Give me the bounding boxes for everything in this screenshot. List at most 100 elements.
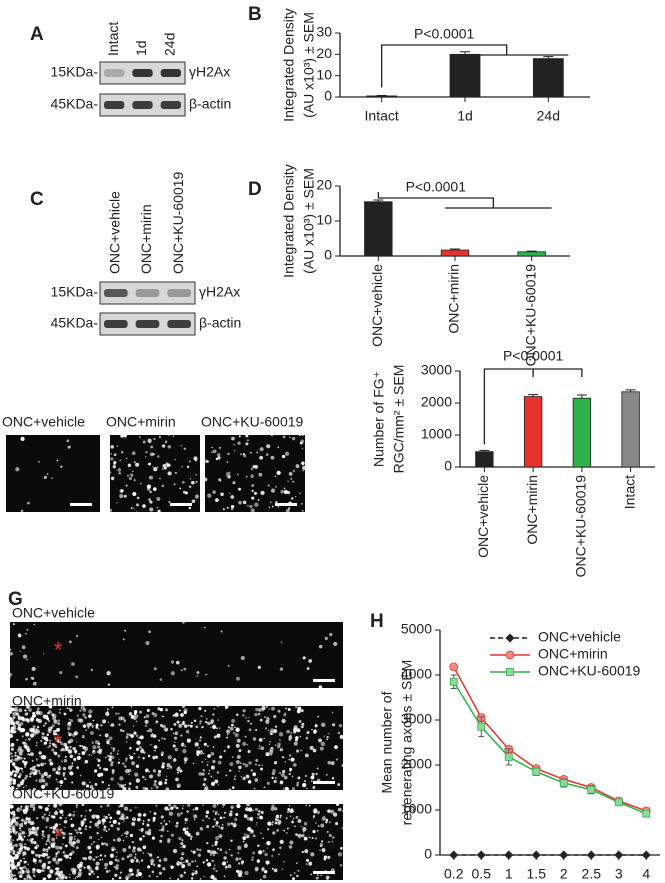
speckle: [89, 731, 94, 736]
speckle: [50, 844, 55, 849]
speckle: [271, 771, 276, 776]
speckle: [252, 809, 255, 812]
speckle: [79, 744, 82, 747]
speckle: [196, 671, 200, 674]
speckle: [42, 732, 45, 736]
speckle: [107, 710, 109, 713]
speckle: [207, 761, 209, 763]
speckle: [110, 824, 114, 828]
speckle: [164, 727, 169, 732]
speckle: [317, 825, 320, 827]
speckle: [109, 724, 111, 726]
speckle: [148, 770, 151, 773]
speckle: [91, 725, 94, 728]
speckle: [141, 876, 143, 878]
speckle: [62, 774, 65, 777]
speckle: [274, 817, 279, 822]
speckle: [202, 861, 205, 864]
speckle: [160, 815, 164, 819]
speckle: [295, 833, 298, 836]
speckle: [177, 785, 180, 788]
speckle: [144, 724, 148, 727]
speckle: [41, 815, 45, 819]
speckle: [77, 755, 81, 760]
size-marker: 45KDa-: [51, 315, 99, 331]
speckle: [331, 840, 334, 843]
y-tick-label: 3000: [421, 362, 452, 378]
speckle: [282, 769, 286, 774]
speckle: [86, 722, 91, 728]
speckle: [163, 737, 166, 741]
speckle: [177, 878, 180, 881]
speckle: [21, 867, 24, 870]
speckle: [34, 765, 36, 768]
speckle: [212, 713, 215, 716]
speckle: [69, 718, 71, 721]
speckle: [89, 835, 93, 840]
speckle: [98, 819, 101, 822]
speckle: [109, 816, 113, 820]
speckle: [245, 716, 247, 719]
speckle: [332, 723, 336, 727]
speckle: [105, 870, 109, 873]
speckle: [226, 461, 229, 463]
speckle: [139, 829, 141, 831]
speckle: [297, 819, 302, 823]
speckle: [136, 747, 139, 750]
speckle: [43, 835, 46, 838]
speckle: [245, 434, 249, 438]
speckle: [10, 856, 15, 861]
speckle: [247, 719, 250, 723]
speckle: [325, 818, 329, 822]
speckle: [21, 770, 24, 773]
speckle: [149, 811, 151, 813]
speckle: [165, 822, 168, 826]
speckle: [271, 776, 274, 779]
speckle: [271, 821, 274, 824]
error-bar: [625, 389, 636, 392]
speckle: [15, 712, 20, 716]
crush-site: *: [54, 638, 63, 663]
speckle: [163, 820, 166, 822]
speckle: [117, 782, 120, 785]
speckle: [325, 821, 328, 824]
speckle: [21, 870, 25, 873]
speckle: [227, 864, 232, 869]
speckle: [30, 821, 35, 825]
speckle: [105, 830, 108, 833]
speckle: [272, 831, 276, 835]
speckle: [186, 827, 189, 830]
speckle: [33, 875, 36, 877]
speckle: [129, 746, 132, 750]
speckle: [82, 745, 86, 750]
speckle: [143, 716, 146, 719]
speckle: [291, 787, 296, 791]
speckle: [211, 844, 214, 847]
speckle: [296, 874, 299, 878]
speckle: [290, 757, 295, 762]
speckle: [198, 772, 203, 776]
speckle: [55, 746, 58, 749]
speckle: [67, 722, 72, 727]
band: [104, 320, 128, 328]
speckle: [207, 772, 210, 775]
speckle: [64, 745, 69, 750]
speckle: [60, 873, 65, 879]
speckle: [248, 728, 252, 732]
speckle: [119, 871, 122, 874]
speckle: [73, 731, 78, 736]
speckle: [257, 665, 261, 669]
speckle: [15, 816, 19, 820]
speckle: [30, 719, 34, 723]
speckle: [103, 842, 106, 845]
image-label: ONC+mirin: [106, 414, 176, 430]
speckle: [160, 751, 165, 755]
speckle: [108, 870, 111, 872]
speckle: [12, 712, 14, 715]
speckle: [73, 838, 76, 841]
speckle: [80, 824, 84, 827]
speckle: [164, 781, 168, 785]
speckle: [247, 505, 249, 507]
speckle: [135, 859, 139, 862]
speckle: [296, 728, 301, 733]
